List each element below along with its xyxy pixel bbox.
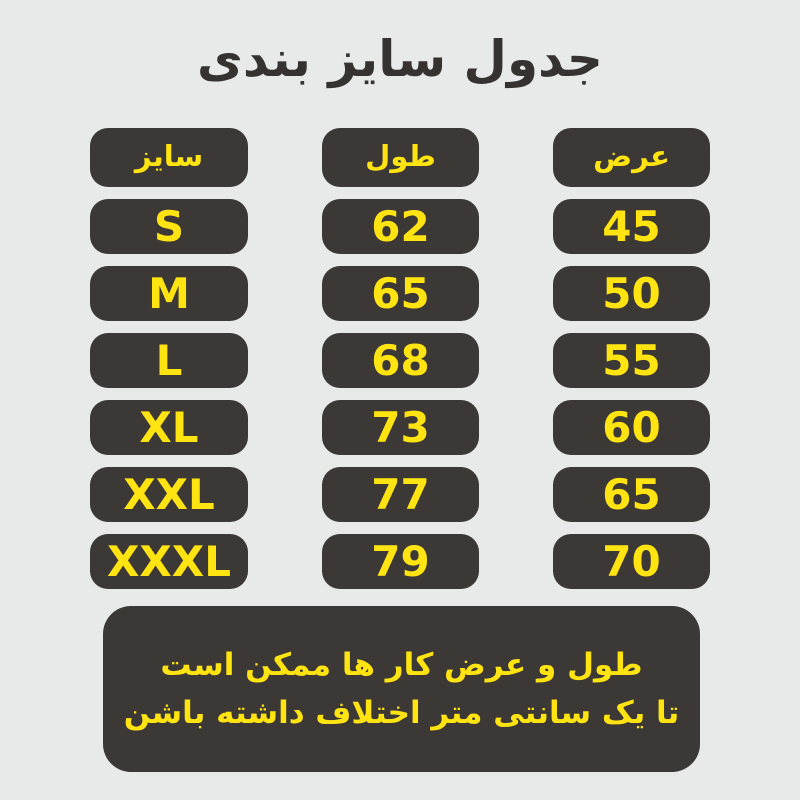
length-cell: 79 [322, 534, 479, 589]
width-cell: 70 [553, 534, 710, 589]
width-cell: 55 [553, 333, 710, 388]
size-table: سایز طول عرض S 62 45 M 65 50 L 68 55 XL … [90, 128, 710, 589]
page-title: جدول سایز بندی [197, 30, 603, 88]
size-cell: L [90, 333, 248, 388]
length-cell: 65 [322, 266, 479, 321]
length-column-header: طول [322, 128, 479, 187]
size-column-header: سایز [90, 128, 248, 187]
width-cell: 50 [553, 266, 710, 321]
length-cell: 62 [322, 199, 479, 254]
length-cell: 77 [322, 467, 479, 522]
note-line-1: طول و عرض کار ها ممکن است [160, 646, 643, 683]
width-cell: 65 [553, 467, 710, 522]
tolerance-note-box: طول و عرض کار ها ممکن است تا یک سانتی مت… [103, 606, 700, 772]
size-cell: XXXL [90, 534, 248, 589]
length-cell: 68 [322, 333, 479, 388]
note-line-2: تا یک سانتی متر اختلاف داشته باشن [123, 695, 680, 731]
width-column-header: عرض [553, 128, 710, 187]
width-cell: 45 [553, 199, 710, 254]
size-cell: S [90, 199, 248, 254]
width-cell: 60 [553, 400, 710, 455]
length-cell: 73 [322, 400, 479, 455]
size-cell: XL [90, 400, 248, 455]
size-cell: M [90, 266, 248, 321]
size-cell: XXL [90, 467, 248, 522]
